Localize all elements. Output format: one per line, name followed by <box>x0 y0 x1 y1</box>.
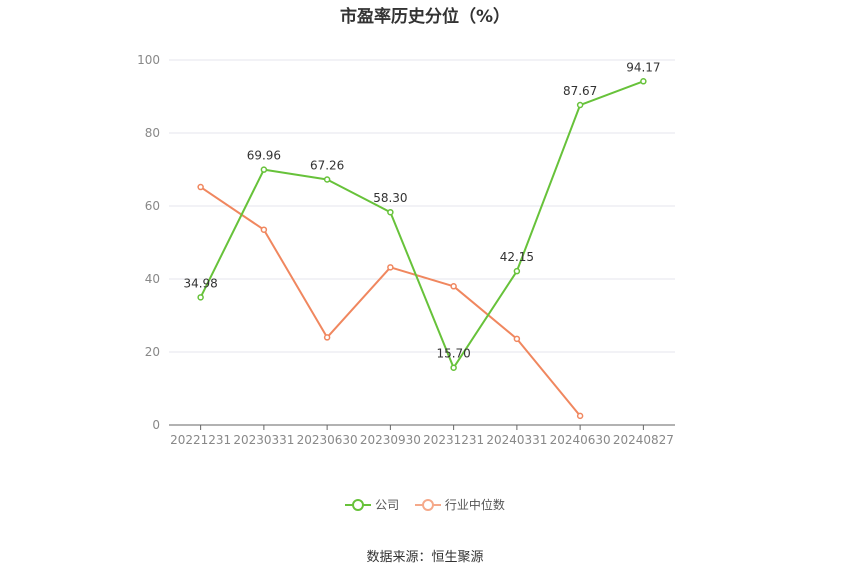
series-line-industry-median <box>200 186 581 417</box>
data-point-industry-median[interactable] <box>513 335 521 343</box>
x-tick-label: 20221231 <box>170 433 231 447</box>
x-tick-label: 20230630 <box>297 433 358 447</box>
data-label-company: 34.98 <box>183 276 217 290</box>
data-point-company[interactable] <box>450 364 457 371</box>
data-label-company: 67.26 <box>310 159 344 173</box>
data-point-company[interactable] <box>197 294 204 301</box>
chart-legend: 公司 行业中位数 <box>0 496 850 515</box>
data-point-company[interactable] <box>387 208 394 216</box>
data-label-company: 69.96 <box>247 149 281 163</box>
y-tick-label: 40 <box>145 272 160 286</box>
data-label-company: 58.30 <box>373 191 407 205</box>
data-label-company: 42.15 <box>500 250 534 264</box>
data-source: 数据来源：恒生聚源 <box>366 550 484 565</box>
x-tick-label: 20231231 <box>423 433 484 447</box>
legend-company-swatch-icon <box>345 498 372 512</box>
x-tick-label: 20240827 <box>613 433 674 447</box>
legend-item-company[interactable]: 公司 <box>345 496 399 513</box>
legend-company-label: 公司 <box>375 498 400 512</box>
series-line-company <box>199 80 644 369</box>
data-point-company[interactable] <box>576 101 584 109</box>
data-point-industry-median[interactable] <box>387 264 394 271</box>
data-point-industry-median[interactable] <box>260 226 268 233</box>
data-point-company[interactable] <box>513 267 521 275</box>
data-label-company: 87.67 <box>563 84 597 98</box>
data-point-industry-median[interactable] <box>323 334 331 341</box>
legend-industry-label: 行业中位数 <box>444 498 505 512</box>
data-point-company[interactable] <box>260 166 268 173</box>
data-point-company[interactable] <box>640 78 647 85</box>
chart-title: 市盈率历史分位（%） <box>339 7 511 27</box>
x-tick-label: 20240331 <box>486 433 547 447</box>
x-tick-label: 20240630 <box>550 433 611 447</box>
y-tick-label: 60 <box>145 199 160 213</box>
data-label-company: 15.70 <box>436 347 470 361</box>
x-tick-label: 20230930 <box>360 433 421 447</box>
legend-industry-swatch-icon <box>414 498 441 512</box>
y-tick-label: 100 <box>137 53 160 67</box>
data-point-industry-median[interactable] <box>197 183 204 191</box>
y-tick-label: 80 <box>145 126 160 140</box>
legend-item-industry-median[interactable]: 行业中位数 <box>414 496 505 513</box>
y-tick-label: 20 <box>145 345 160 359</box>
data-point-company[interactable] <box>323 176 331 183</box>
data-point-industry-median[interactable] <box>450 283 457 290</box>
x-tick-label: 20230331 <box>233 433 294 447</box>
y-tick-label: 0 <box>152 418 160 432</box>
data-label-company: 94.17 <box>626 60 660 74</box>
data-point-industry-median[interactable] <box>576 412 584 420</box>
